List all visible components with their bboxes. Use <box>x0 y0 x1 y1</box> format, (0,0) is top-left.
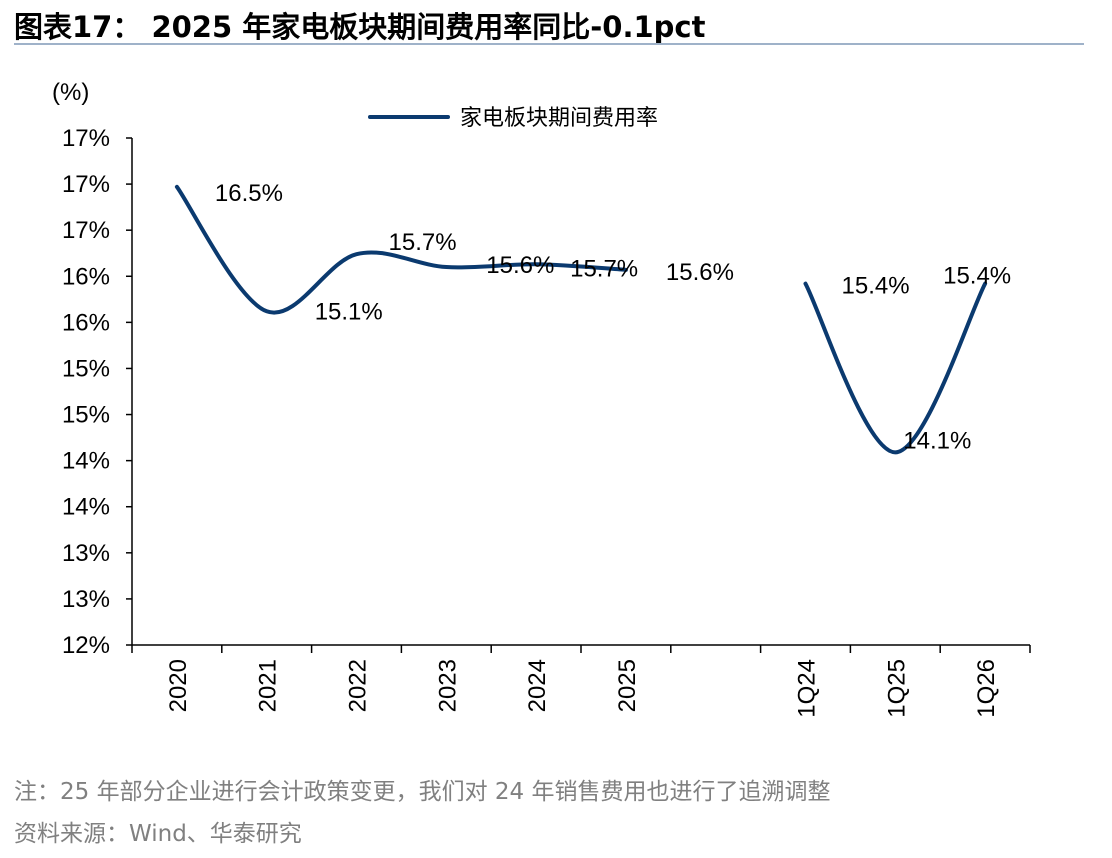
y-tick-label: 13% <box>62 586 110 613</box>
x-tick-label: 2024 <box>524 659 551 712</box>
data-label: 15.4% <box>943 263 1011 290</box>
source-note: 资料来源：Wind、华泰研究 <box>14 821 302 847</box>
data-label: 15.6% <box>666 259 734 286</box>
y-tick-label: 16% <box>62 309 110 336</box>
data-label: 15.4% <box>842 273 910 300</box>
x-tick-label: 1Q25 <box>883 659 910 718</box>
y-tick-label: 16% <box>62 263 110 290</box>
y-tick-label: 13% <box>62 540 110 567</box>
series-group <box>174 184 988 455</box>
y-tick-label: 14% <box>62 494 110 521</box>
data-label: 15.7% <box>389 229 457 256</box>
x-tick-label: 2023 <box>434 659 461 712</box>
series-line <box>803 281 988 455</box>
legend: 家电板块期间费用率 <box>368 106 658 131</box>
y-tick-label: 15% <box>62 355 110 382</box>
x-tick-label: 1Q26 <box>973 659 1000 718</box>
y-tick-label: 17% <box>62 171 110 198</box>
x-tick-label: 2021 <box>255 659 282 712</box>
series-line <box>174 184 628 315</box>
data-labels: 16.5% 15.1% 15.7% 15.6% 15.7% 15.6% 15.4% 14.1%… <box>215 180 1011 454</box>
data-label: 15.1% <box>315 298 383 325</box>
x-tick-label: 2025 <box>614 659 641 712</box>
y-tick-label: 14% <box>62 448 110 475</box>
line-chart: 12% 13% 13% 14% 14% 15% 15% 16% 16% 17% 17% 17% 202… <box>52 79 1031 718</box>
y-tick-label: 17% <box>62 125 110 152</box>
chart-title: 图表17： 2025 年家电板块期间费用率同比-0.1pct <box>14 10 706 44</box>
title-rule <box>14 43 1084 45</box>
y-axis-unit-label: (%) <box>52 79 89 106</box>
y-tick-label: 12% <box>62 632 110 659</box>
data-label: 15.7% <box>570 255 638 282</box>
x-tick-label: 2022 <box>345 659 372 712</box>
footnote: 注：25 年部分企业进行会计政策变更，我们对 24 年销售费用也进行了追溯调整 <box>14 779 831 805</box>
legend-label: 家电板块期间费用率 <box>460 106 658 131</box>
data-label: 15.6% <box>486 252 554 279</box>
x-tick-label: 2020 <box>165 659 192 712</box>
x-axis: 2020 2021 2022 2023 2024 2025 1Q24 1Q25 1Q26 <box>131 644 1031 718</box>
data-label: 16.5% <box>215 180 283 207</box>
x-tick-label: 1Q24 <box>794 659 821 718</box>
data-label: 14.1% <box>903 427 971 454</box>
y-tick-label: 15% <box>62 402 110 429</box>
y-axis: 12% 13% 13% 14% 14% 15% 15% 16% 16% 17% 17% 17% <box>62 125 133 659</box>
y-tick-label: 17% <box>62 217 110 244</box>
